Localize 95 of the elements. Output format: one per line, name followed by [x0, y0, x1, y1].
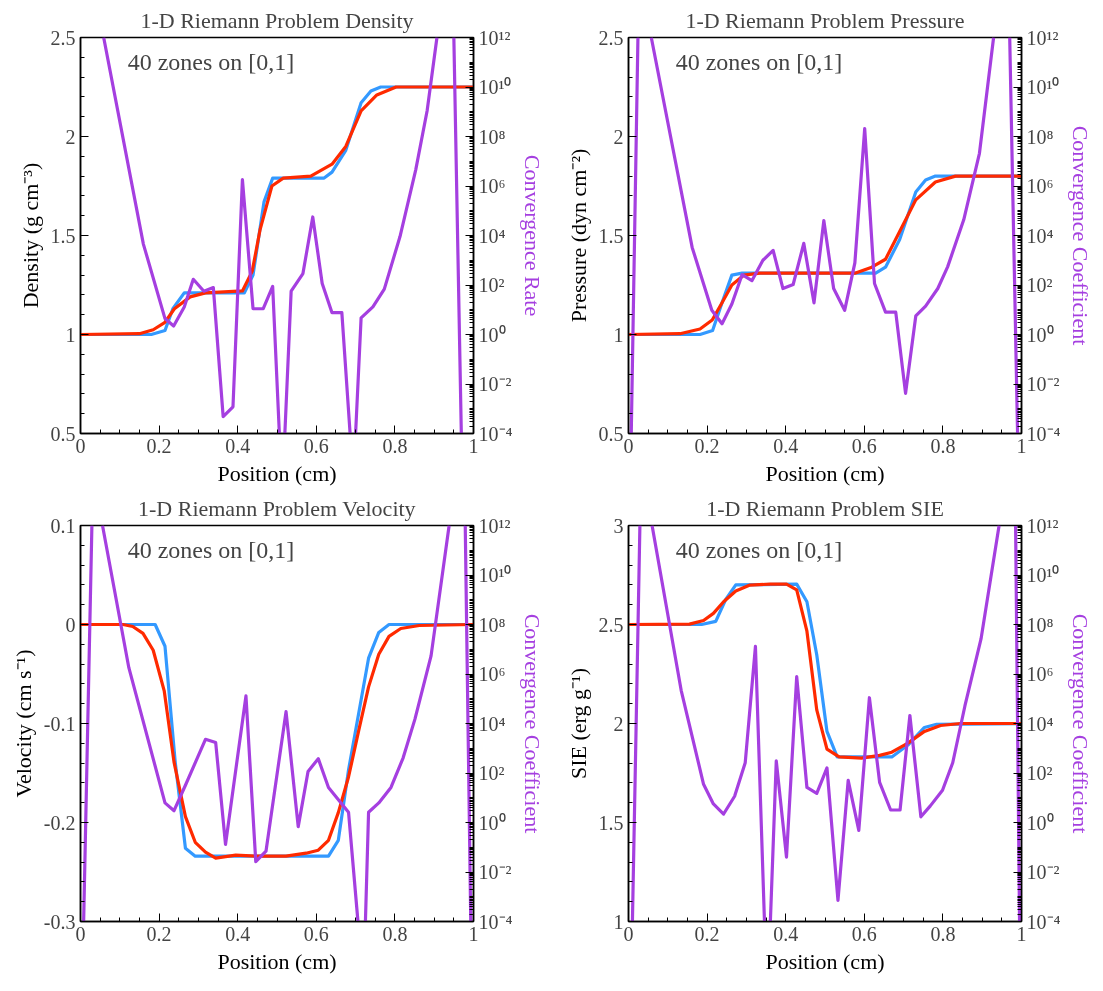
annotation: 40 zones on [0,1]: [675, 537, 843, 564]
y2-tick-label: 10⁴: [1026, 712, 1054, 735]
y2-tick-label: 10¹²: [1026, 514, 1059, 537]
y2-tick-label: 10⁶: [1026, 663, 1054, 685]
x-tick-label: 1: [468, 922, 479, 945]
y2-tick-label: 10⁻⁴: [478, 422, 513, 445]
y-tick-label: 1.5: [598, 224, 624, 247]
y2-tick-label: 10²: [1026, 762, 1053, 784]
y2-tick-label: 10⁸: [478, 613, 506, 636]
y-tick-label: 2.5: [50, 26, 76, 49]
x-tick-label: 1: [1016, 922, 1027, 945]
y2-tick-label: 10⁰: [478, 323, 506, 346]
y2-tick-label: 10⁻²: [1026, 373, 1060, 395]
x-tick-label: 0.4: [225, 922, 251, 945]
x-tick-label: 0.6: [303, 922, 329, 945]
y-axis-title: Velocity (cm s⁻¹): [10, 649, 36, 798]
chart-title: 1-D Riemann Problem Velocity: [138, 495, 416, 521]
y-tick-label: 1: [65, 323, 76, 346]
y-tick-label: 2: [613, 712, 624, 735]
y2-tick-label: 10¹⁰: [1026, 76, 1060, 98]
y2-tick-label: 10¹⁰: [478, 564, 512, 586]
x-tick-label: 0.8: [382, 434, 408, 457]
y-tick-label: 1.5: [598, 811, 624, 834]
x-tick-label: 0.4: [773, 434, 799, 457]
y-tick-label: 0: [65, 613, 76, 636]
y2-tick-label: 10¹⁰: [478, 76, 512, 98]
y2-tick-label: 10⁰: [478, 811, 506, 834]
x-axis-title: Position (cm): [765, 460, 885, 486]
y2-tick-label: 10⁻⁴: [1026, 910, 1061, 933]
x-tick-label: 0.6: [303, 434, 329, 457]
y2-tick-label: 10²: [478, 762, 505, 784]
chart-title: 1-D Riemann Problem Pressure: [685, 7, 965, 33]
y-tick-label: 1: [613, 323, 624, 346]
chart-title: 1-D Riemann Problem Density: [140, 7, 414, 33]
y-tick-label: 2.5: [598, 26, 624, 49]
x-tick-label: 0.2: [146, 922, 172, 945]
y2-axis-title: Convergence Coefficient: [520, 613, 546, 834]
y-tick-label: 1.5: [50, 224, 76, 247]
y2-tick-label: 10⁴: [1026, 224, 1054, 247]
y2-tick-label: 10⁻⁴: [1026, 422, 1061, 445]
x-tick-label: 0.2: [146, 434, 172, 457]
x-tick-label: 0.4: [225, 434, 251, 457]
x-tick-label: 0.8: [930, 434, 956, 457]
y2-tick-label: 10⁰: [1026, 323, 1054, 346]
annotation: 40 zones on [0,1]: [127, 49, 295, 76]
y2-tick-label: 10¹²: [478, 26, 511, 49]
x-tick-label: 0.4: [773, 922, 799, 945]
y2-tick-label: 10⁴: [478, 712, 506, 735]
y2-axis-title: Convergence Coefficient: [1068, 613, 1094, 834]
x-axis-title: Position (cm): [217, 460, 337, 486]
x-axis-title: Position (cm): [765, 948, 885, 974]
x-tick-label: 1: [468, 434, 479, 457]
x-tick-label: 1: [1016, 434, 1027, 457]
y2-tick-label: 10²: [478, 274, 505, 296]
y-tick-label: 2: [613, 125, 624, 148]
y2-tick-label: 10⁶: [478, 663, 506, 685]
y2-tick-label: 10⁴: [478, 224, 506, 247]
y-tick-label: 3: [613, 514, 624, 537]
y-axis-title: Pressure (dyn cm⁻²): [565, 148, 591, 323]
x-tick-label: 0.8: [930, 922, 956, 945]
y-tick-label: -0.1: [43, 712, 76, 735]
y2-tick-label: 10⁻⁴: [478, 910, 513, 933]
chart-title: 1-D Riemann Problem SIE: [706, 495, 944, 521]
y2-tick-label: 10⁻²: [478, 861, 512, 883]
x-axis-title: Position (cm): [217, 948, 337, 974]
y-axis-title: Density (g cm⁻³): [17, 162, 43, 309]
y2-tick-label: 10⁸: [1026, 613, 1054, 636]
y-axis-title: SIE (erg g⁻¹): [565, 668, 591, 779]
x-tick-label: 0.2: [694, 922, 720, 945]
y-tick-label: -0.3: [43, 910, 76, 933]
y2-axis-title: Convergence Coefficient: [1068, 125, 1094, 346]
y-tick-label: 0.1: [50, 514, 76, 537]
x-tick-label: 0.2: [694, 434, 720, 457]
y2-tick-label: 10¹²: [1026, 26, 1059, 49]
y2-tick-label: 10⁶: [1026, 175, 1054, 197]
y2-tick-label: 10⁰: [1026, 811, 1054, 834]
y2-tick-label: 10¹²: [478, 514, 511, 537]
y2-axis-title: Convergence Rate: [520, 154, 546, 317]
y-tick-label: 0.5: [50, 422, 76, 445]
y2-tick-label: 10⁸: [1026, 125, 1054, 148]
x-tick-label: 0.6: [851, 434, 877, 457]
y-tick-label: 2.5: [598, 613, 624, 636]
x-tick-label: 0.6: [851, 922, 877, 945]
y2-tick-label: 10¹⁰: [1026, 564, 1060, 586]
y-tick-label: 0.5: [598, 422, 624, 445]
y2-tick-label: 10⁶: [478, 175, 506, 197]
y-tick-label: -0.2: [43, 811, 76, 834]
y2-tick-label: 10⁻²: [478, 373, 512, 395]
y2-tick-label: 10⁸: [478, 125, 506, 148]
y-tick-label: 2: [65, 125, 76, 148]
y2-tick-label: 10⁻²: [1026, 861, 1060, 883]
annotation: 40 zones on [0,1]: [675, 49, 843, 76]
y2-tick-label: 10²: [1026, 274, 1053, 296]
x-tick-label: 0.8: [382, 922, 408, 945]
annotation: 40 zones on [0,1]: [127, 537, 295, 564]
